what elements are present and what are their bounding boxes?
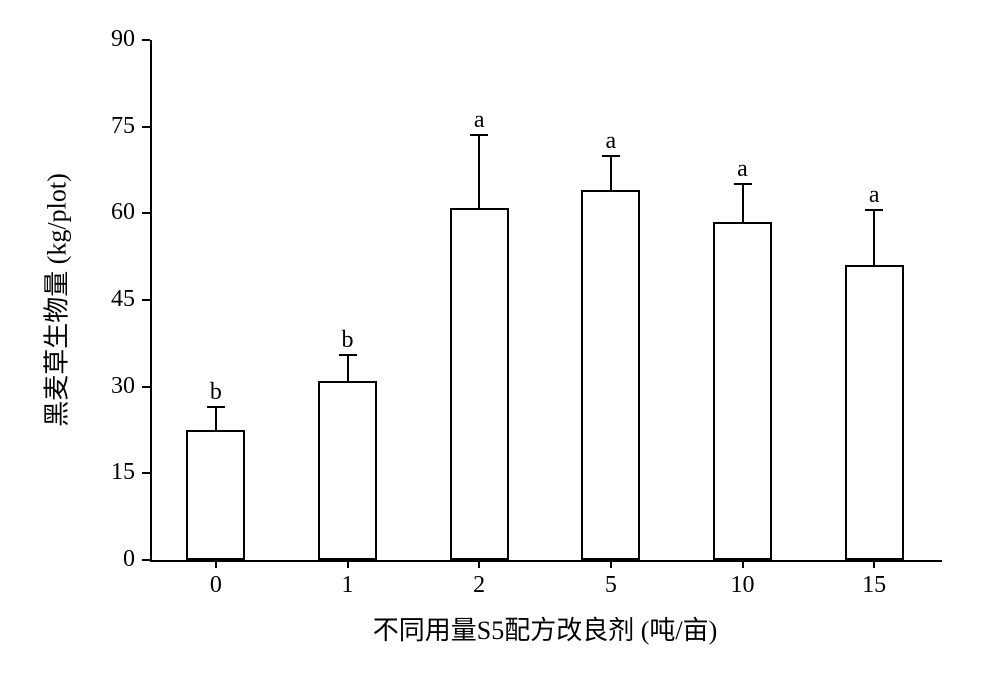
x-tick-label: 1: [308, 572, 388, 599]
plot-area: [150, 40, 942, 562]
bar: [845, 265, 904, 560]
y-tick: [142, 472, 150, 474]
error-bar-cap: [339, 354, 357, 356]
x-tick: [873, 560, 875, 568]
x-tick-label: 15: [834, 572, 914, 599]
x-tick: [347, 560, 349, 568]
error-bar-cap: [865, 209, 883, 211]
y-tick-label: 30: [80, 373, 135, 400]
bar: [318, 381, 377, 560]
error-bar-cap: [207, 406, 225, 408]
x-tick: [478, 560, 480, 568]
y-tick: [142, 126, 150, 128]
bar: [713, 222, 772, 560]
y-tick-label: 0: [80, 546, 135, 573]
bar: [581, 190, 640, 560]
error-bar-cap: [602, 155, 620, 157]
y-tick: [142, 299, 150, 301]
y-tick-label: 45: [80, 286, 135, 313]
error-bar-vertical: [873, 210, 875, 265]
x-tick-label: 0: [176, 572, 256, 599]
bar: [186, 430, 245, 560]
error-bar-vertical: [742, 184, 744, 222]
x-tick: [610, 560, 612, 568]
x-tick: [215, 560, 217, 568]
y-tick-label: 15: [80, 459, 135, 486]
x-tick-label: 10: [703, 572, 783, 599]
x-axis-label: 不同用量S5配方改良剂 (吨/亩): [373, 610, 718, 647]
y-tick: [142, 212, 150, 214]
y-tick: [142, 559, 150, 561]
y-tick-label: 90: [80, 26, 135, 53]
y-tick-label: 60: [80, 199, 135, 226]
significance-label: a: [854, 182, 894, 209]
x-tick-label: 2: [439, 572, 519, 599]
bar: [450, 208, 509, 560]
x-tick-label: 5: [571, 572, 651, 599]
error-bar-cap: [470, 134, 488, 136]
significance-label: b: [196, 379, 236, 406]
error-bar-cap: [734, 183, 752, 185]
significance-label: b: [328, 327, 368, 354]
chart-container: 黑麦草生物量 (kg/plot) 不同用量S5配方改良剂 (吨/亩) 01530…: [0, 0, 1000, 680]
error-bar-vertical: [215, 407, 217, 430]
significance-label: a: [459, 107, 499, 134]
error-bar-vertical: [347, 355, 349, 381]
y-tick-label: 75: [80, 113, 135, 140]
significance-label: a: [723, 156, 763, 183]
y-tick: [142, 386, 150, 388]
y-axis-label: 黑麦草生物量 (kg/plot): [37, 173, 74, 427]
y-tick: [142, 39, 150, 41]
significance-label: a: [591, 128, 631, 155]
error-bar-vertical: [610, 156, 612, 191]
x-tick: [742, 560, 744, 568]
error-bar-vertical: [478, 135, 480, 207]
